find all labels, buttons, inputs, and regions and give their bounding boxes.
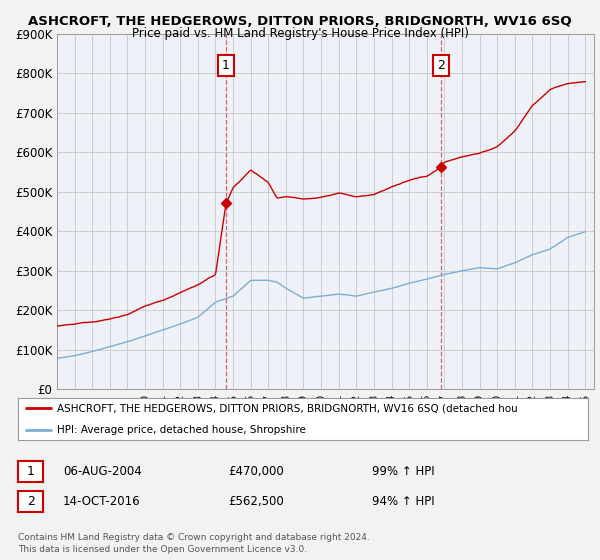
Text: ASHCROFT, THE HEDGEROWS, DITTON PRIORS, BRIDGNORTH, WV16 6SQ (detached hou: ASHCROFT, THE HEDGEROWS, DITTON PRIORS, …: [57, 403, 518, 413]
Text: 06-AUG-2004: 06-AUG-2004: [63, 465, 142, 478]
Text: Price paid vs. HM Land Registry's House Price Index (HPI): Price paid vs. HM Land Registry's House …: [131, 27, 469, 40]
Text: HPI: Average price, detached house, Shropshire: HPI: Average price, detached house, Shro…: [57, 426, 305, 435]
Text: 1: 1: [222, 59, 230, 72]
Text: 2: 2: [26, 494, 35, 508]
Text: 14-OCT-2016: 14-OCT-2016: [63, 494, 140, 508]
Text: 94% ↑ HPI: 94% ↑ HPI: [372, 494, 434, 508]
Text: £470,000: £470,000: [228, 465, 284, 478]
Text: ASHCROFT, THE HEDGEROWS, DITTON PRIORS, BRIDGNORTH, WV16 6SQ: ASHCROFT, THE HEDGEROWS, DITTON PRIORS, …: [28, 15, 572, 28]
Text: 99% ↑ HPI: 99% ↑ HPI: [372, 465, 434, 478]
Text: 1: 1: [26, 465, 35, 478]
Text: 2: 2: [437, 59, 445, 72]
Text: £562,500: £562,500: [228, 494, 284, 508]
Text: Contains HM Land Registry data © Crown copyright and database right 2024.
This d: Contains HM Land Registry data © Crown c…: [18, 533, 370, 554]
